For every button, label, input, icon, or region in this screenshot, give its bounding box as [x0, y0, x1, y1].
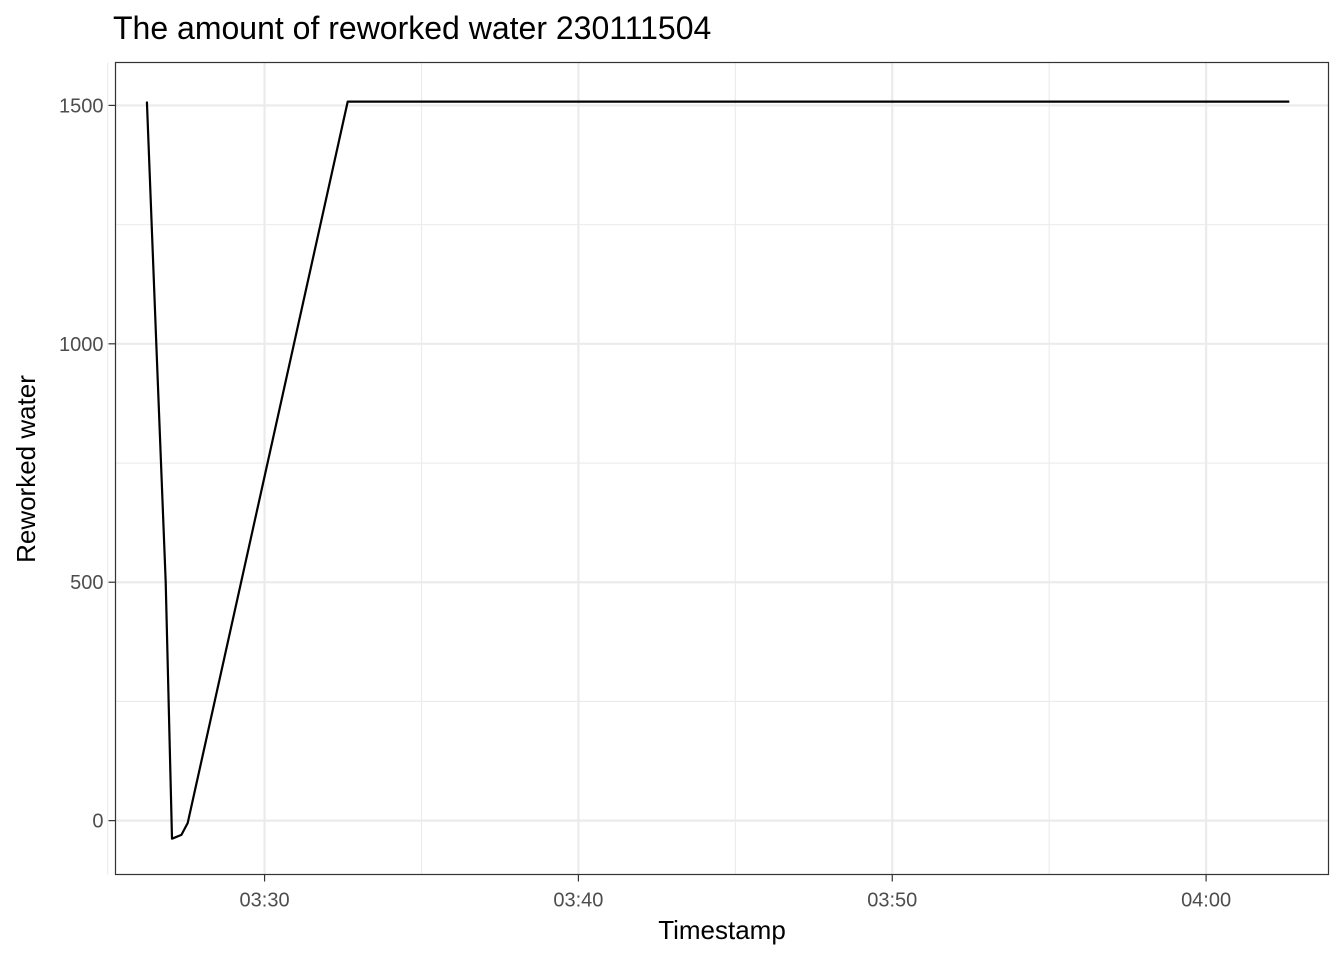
chart-title: The amount of reworked water 230111504: [113, 10, 711, 46]
series-line: [145, 100, 1290, 840]
series-layer: [145, 100, 1290, 840]
x-tick-label: 03:30: [240, 890, 290, 912]
minor-gridlines: [107, 62, 1329, 875]
y-tick-label: 1500: [59, 95, 104, 117]
x-tick-label: 03:50: [867, 890, 917, 912]
x-tick-label: 03:40: [553, 890, 603, 912]
y-axis-title: Reworked water: [11, 375, 41, 563]
y-tick-label: 1000: [59, 334, 104, 356]
y-tick-label: 500: [70, 572, 103, 594]
x-axis-title: Timestamp: [658, 915, 786, 945]
y-axis: 0 500 1000 1500: [59, 95, 116, 833]
x-axis: 03:30 03:40 03:50 04:00: [240, 874, 1231, 912]
y-tick-label: 0: [92, 811, 103, 833]
x-tick-label: 04:00: [1181, 890, 1231, 912]
major-gridlines: [115, 62, 1329, 875]
plot-panel-border: [114, 61, 1330, 876]
